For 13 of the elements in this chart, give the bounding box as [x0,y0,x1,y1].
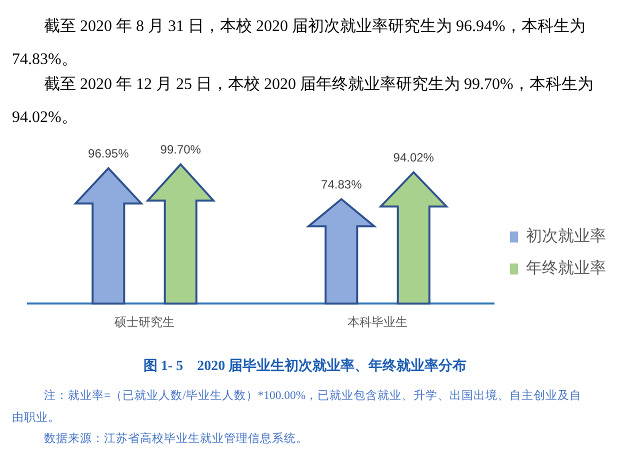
data-label: 94.02% [393,150,434,165]
text: 截至 2020 年 12 月 25 日，本校 2020 届年终就业率研究生为 99.70%，本科生为 94.02%。 [12,74,594,128]
data-label: 74.83% [321,177,362,192]
text: 图 1- 5 2020 届毕业生初次就业率、年终就业率分布 [142,357,468,376]
x-tick-label: 硕士研究生 [114,315,174,330]
text: 截至 2020 年 8 月 31 日，本校 2020 届初次就业率研究生为 96.94%，本科生为 74.83%。 [12,16,586,70]
source-note: 数据来源：江苏省高校毕业生就业管理信息系统。 [43,431,309,447]
data-label: 99.70% [160,142,202,157]
legend-label: 初次就业率 [526,226,606,246]
x-tick-label: 本科毕业生 [348,315,408,330]
data-label: 96.95% [88,146,130,161]
legend-label: 年终就业率 [526,258,606,278]
text: 注：就业率=（已就业人数/毕业生人数）*100.00%，已就业包含就业、升学、出国出境、自主创业及自由职业。 [12,388,583,426]
